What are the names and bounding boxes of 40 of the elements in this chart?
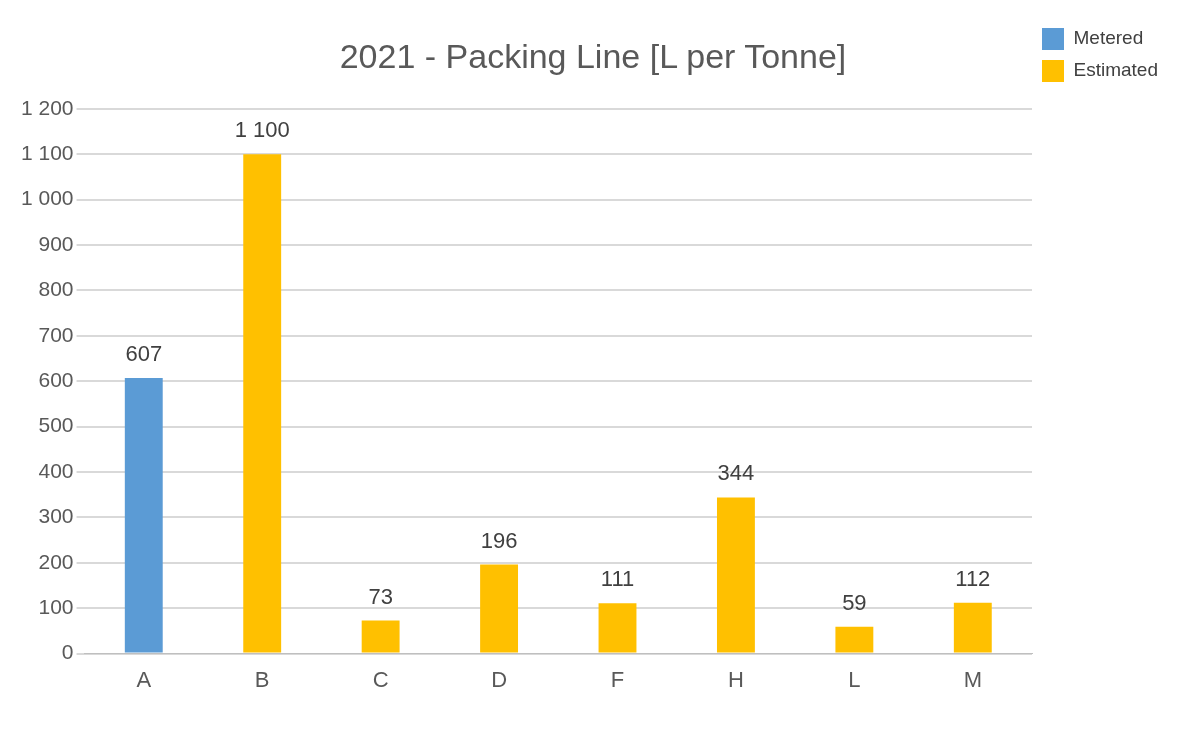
x-tick-label: A — [136, 666, 152, 692]
y-tick-label: 1 000 — [20, 186, 74, 210]
data-label: 59 — [842, 589, 867, 615]
y-tick-label: 700 — [38, 322, 74, 346]
data-label: 607 — [125, 341, 163, 367]
data-label: 1 100 — [234, 117, 290, 143]
y-tick-label: 300 — [38, 504, 74, 528]
x-tick-label: M — [963, 666, 982, 692]
y-tick-label: 800 — [38, 277, 74, 301]
data-label: 196 — [480, 527, 518, 553]
y-tick-label: 100 — [38, 595, 74, 618]
x-tick-label: F — [610, 666, 625, 692]
x-tick-label: B — [254, 666, 270, 692]
y-tick-label: 200 — [38, 549, 74, 573]
bar — [716, 497, 755, 653]
y-tick-label: 500 — [38, 413, 74, 437]
data-label: 73 — [368, 583, 393, 609]
data-label: 112 — [955, 565, 991, 591]
x-tick-label: L — [848, 666, 861, 692]
legend-label: Metered — [1073, 27, 1144, 49]
bar — [361, 620, 400, 653]
y-tick-label: 1 100 — [20, 141, 74, 164]
legend-label: Estimated — [1073, 59, 1158, 81]
bar — [598, 603, 637, 653]
x-tick-label: C — [372, 666, 389, 692]
y-tick-label: 900 — [38, 231, 74, 255]
data-label: 111 — [600, 566, 635, 592]
data-label: 344 — [717, 460, 755, 486]
y-tick-label: 400 — [38, 458, 74, 482]
bar — [480, 564, 519, 653]
x-tick-label: H — [727, 666, 744, 692]
bar — [835, 626, 874, 653]
bar — [953, 602, 992, 653]
chart-title: 2021 - Packing Line [L per Tonne] — [339, 36, 847, 75]
y-tick-label: 1 200 — [20, 95, 74, 119]
bar — [124, 378, 163, 653]
x-tick-label: D — [491, 666, 508, 692]
bar — [243, 154, 282, 653]
y-tick-label: 0 — [61, 640, 74, 664]
y-tick-label: 600 — [38, 368, 74, 391]
